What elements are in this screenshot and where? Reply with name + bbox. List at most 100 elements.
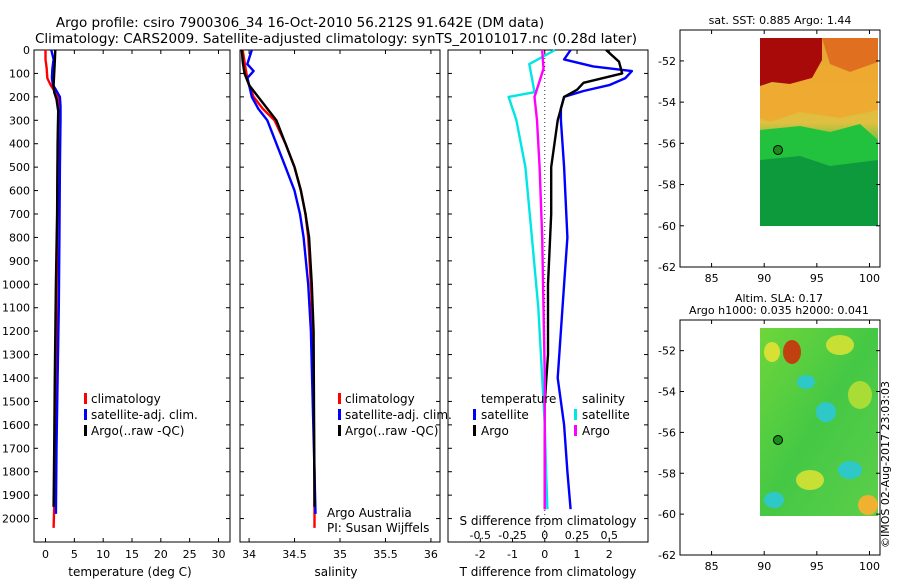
x-tick-label: 30 — [211, 548, 225, 561]
legend-label-climatology: climatology — [91, 392, 161, 406]
x-tick-label: 15 — [125, 548, 139, 561]
map-y-tick-label: -54 — [658, 96, 676, 109]
legend-label-argo: Argo(..raw -QC) — [345, 424, 438, 438]
y-tick-label: 2000 — [2, 513, 30, 526]
x-tick-label: 34.5 — [282, 548, 307, 561]
sst-orange-patch — [822, 38, 878, 72]
y-tick-label: 200 — [9, 91, 30, 104]
sla-yellow-patch-2 — [826, 335, 854, 355]
salinity-panel-frame — [239, 49, 441, 543]
sla-orange-patch — [858, 495, 878, 515]
difference-legend: temperature satellite Argo salinity sate… — [473, 392, 630, 438]
series-line-argo-raw-qc- — [52, 49, 60, 507]
series-line-satellite-adj-clim- — [50, 49, 62, 514]
sla-map-frame — [679, 319, 881, 556]
sst-map-title: sat. SST: 0.885 Argo: 1.44 — [709, 14, 852, 27]
x-tick-label: 34 — [242, 548, 256, 561]
x-tick-label: 10 — [96, 548, 110, 561]
map-x-tick-label: 100 — [859, 272, 880, 285]
sst-map-frame — [679, 29, 881, 268]
y-tick-label: 1900 — [2, 489, 30, 502]
sla-lime-patch — [848, 381, 872, 409]
sst-dark-green-band — [760, 156, 878, 226]
sla-map-title-line2: Argo h1000: 0.035 h2000: 0.041 — [689, 304, 869, 317]
map-x-tick-label: 95 — [810, 560, 824, 573]
salinity-xlabel: salinity — [314, 565, 357, 579]
map-y-tick-label: -54 — [658, 386, 676, 399]
legend-swatch-temp-satellite — [473, 409, 476, 420]
x-tick-label: -1 — [507, 548, 518, 561]
y-tick-label: 1000 — [2, 278, 30, 291]
x-tick-label: 5 — [71, 548, 78, 561]
y-tick-label: 1600 — [2, 419, 30, 432]
y-tick-label: 500 — [9, 161, 30, 174]
legend-label-satellite: satellite-adj. clim. — [91, 408, 198, 422]
series-line-salinity-argo — [533, 49, 546, 510]
y-tick-label: 1400 — [2, 372, 30, 385]
sla-yellow-patch-1 — [764, 342, 780, 362]
legend-swatch-temp-argo — [473, 425, 476, 436]
map-y-tick-label: -58 — [658, 467, 676, 480]
map-y-tick-label: -52 — [658, 55, 676, 68]
x2-tick-label: -0.5 — [470, 529, 491, 542]
map-y-tick-label: -62 — [658, 261, 676, 274]
y-tick-label: 0 — [23, 44, 30, 57]
difference-xlabel: T difference from climatology — [459, 565, 637, 579]
map-y-tick-label: -60 — [658, 220, 676, 233]
legend-label-sal-satellite: satellite — [582, 408, 630, 422]
sst-amber-band — [760, 62, 878, 122]
temperature-xlabel: temperature (deg C) — [68, 565, 191, 579]
y-tick-label: 1200 — [2, 325, 30, 338]
x-tick-label: 36 — [424, 548, 438, 561]
sla-cyan-patch-3 — [838, 461, 862, 479]
y-tick-label: 600 — [9, 185, 30, 198]
x2-tick-label: 0.25 — [565, 529, 590, 542]
legend-label-sal-argo: Argo — [582, 424, 610, 438]
legend-swatch-climatology — [338, 393, 341, 404]
map-x-tick-label: 100 — [859, 560, 880, 573]
map-y-tick-label: -52 — [658, 345, 676, 358]
sla-map-axes: 85 90 95 100 -52 -54 -56 -58 -60 -62 — [658, 320, 880, 573]
legend-label-satellite: satellite-adj. clim. — [345, 408, 452, 422]
sla-high-patch — [783, 340, 801, 364]
y-tick-label: 400 — [9, 138, 30, 151]
legend-swatch-satellite — [84, 409, 87, 420]
sst-float-marker — [773, 145, 783, 155]
map-x-tick-label: 90 — [757, 560, 771, 573]
figure-title-line1: Argo profile: csiro 7900306_34 16-Oct-20… — [56, 15, 544, 31]
map-y-tick-label: -60 — [658, 508, 676, 521]
annotation-argo-australia: Argo Australia — [327, 506, 412, 520]
y-tick-label: 1500 — [2, 395, 30, 408]
series-line-temperature-satellite — [556, 49, 634, 510]
map-x-tick-label: 85 — [705, 272, 719, 285]
y-tick-label: 300 — [9, 114, 30, 127]
salinity-legend: climatology satellite-adj. clim. Argo(..… — [327, 392, 452, 535]
y-tick-label: 1300 — [2, 349, 30, 362]
legend-swatch-argo — [84, 425, 87, 436]
imos-watermark: ©IMOS 02-Aug-2017 23:03:03 — [879, 381, 892, 548]
difference-panel-frame — [447, 49, 649, 543]
sst-field — [760, 38, 878, 226]
series-line-satellite-adj-clim- — [246, 49, 317, 514]
difference-plot: -2 -1 0 1 2 -0.5 -0.25 0 0.25 0.5 — [448, 48, 648, 561]
legend-swatch-argo — [338, 425, 341, 436]
x-tick-label: 2 — [606, 548, 613, 561]
sla-cyan-patch-4 — [764, 492, 784, 508]
figure-title-line2: Climatology: CARS2009. Satellite-adjuste… — [35, 31, 637, 47]
difference-top-axis-label: S difference from climatology — [460, 514, 637, 528]
sla-float-marker — [773, 435, 783, 445]
x-tick-label: 1 — [574, 548, 581, 561]
legend-label-temp-argo: Argo — [481, 424, 509, 438]
map-y-tick-label: -56 — [658, 426, 676, 439]
x-tick-label: 0 — [541, 548, 548, 561]
y-tick-label: 800 — [9, 231, 30, 244]
y-tick-label: 1800 — [2, 466, 30, 479]
x2-tick-label: 0.5 — [601, 529, 619, 542]
salinity-plot: 34 34.5 35 35.5 36 — [240, 49, 440, 561]
legend-swatch-sal-argo — [574, 425, 577, 436]
map-x-tick-label: 90 — [757, 272, 771, 285]
legend-swatch-satellite — [338, 409, 341, 420]
temperature-plot: 0100200300400500600700800900100011001200… — [2, 44, 230, 561]
